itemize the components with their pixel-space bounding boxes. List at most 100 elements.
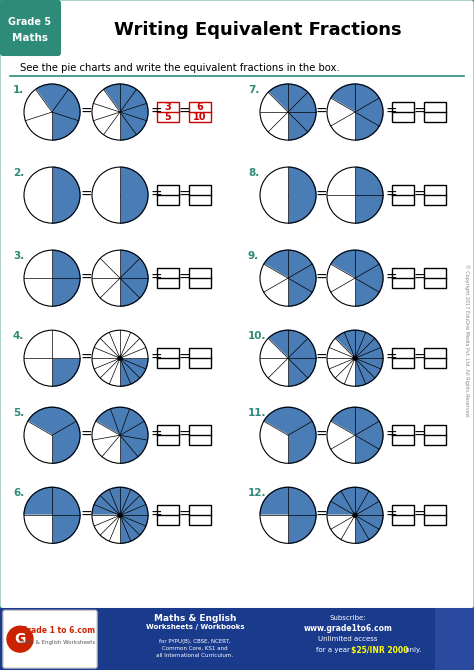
Polygon shape	[92, 358, 120, 369]
Bar	[189, 185, 211, 205]
Bar	[424, 505, 446, 525]
Text: 8.: 8.	[248, 168, 259, 178]
Circle shape	[327, 487, 383, 543]
Text: =: =	[413, 428, 425, 442]
Polygon shape	[341, 515, 355, 543]
Polygon shape	[24, 421, 52, 463]
Text: Writing Equivalent Fractions: Writing Equivalent Fractions	[114, 21, 402, 39]
FancyBboxPatch shape	[0, 0, 474, 609]
Polygon shape	[24, 250, 52, 278]
Text: =: =	[316, 509, 328, 523]
Polygon shape	[355, 358, 381, 378]
Polygon shape	[120, 421, 148, 440]
Circle shape	[92, 84, 148, 140]
Polygon shape	[264, 278, 288, 306]
Polygon shape	[327, 515, 355, 529]
Polygon shape	[355, 278, 379, 306]
Polygon shape	[288, 250, 312, 278]
Polygon shape	[288, 112, 316, 132]
Circle shape	[118, 513, 122, 517]
Polygon shape	[268, 84, 288, 112]
Circle shape	[24, 330, 80, 386]
Text: =: =	[385, 271, 397, 285]
Polygon shape	[120, 489, 140, 515]
Circle shape	[327, 84, 383, 140]
Text: 7.: 7.	[248, 85, 259, 95]
Polygon shape	[94, 515, 120, 535]
Polygon shape	[264, 407, 312, 436]
Polygon shape	[355, 358, 366, 386]
Bar	[392, 425, 414, 446]
Text: =: =	[178, 105, 190, 119]
Polygon shape	[355, 491, 379, 515]
Polygon shape	[120, 505, 148, 515]
Polygon shape	[92, 436, 120, 457]
Polygon shape	[120, 167, 148, 223]
Text: =: =	[316, 271, 328, 285]
Polygon shape	[288, 487, 316, 515]
Polygon shape	[355, 515, 379, 539]
Polygon shape	[92, 103, 120, 121]
Polygon shape	[341, 487, 355, 515]
Polygon shape	[120, 103, 148, 121]
Polygon shape	[24, 487, 52, 515]
Polygon shape	[120, 515, 146, 535]
Polygon shape	[120, 515, 131, 543]
Polygon shape	[52, 487, 80, 515]
Circle shape	[327, 167, 383, 223]
Text: =: =	[80, 351, 92, 365]
Text: Unlimited access: Unlimited access	[318, 636, 378, 642]
Polygon shape	[355, 358, 375, 384]
Polygon shape	[92, 505, 120, 515]
Polygon shape	[355, 84, 379, 112]
Polygon shape	[260, 421, 288, 463]
Text: =: =	[178, 428, 190, 442]
Polygon shape	[288, 338, 316, 358]
Polygon shape	[120, 358, 131, 386]
Circle shape	[118, 356, 122, 360]
Text: =: =	[316, 428, 328, 442]
Polygon shape	[355, 421, 383, 450]
Bar	[424, 185, 446, 205]
Polygon shape	[355, 167, 383, 195]
Polygon shape	[355, 98, 383, 126]
Polygon shape	[100, 515, 120, 541]
Polygon shape	[109, 515, 120, 543]
Polygon shape	[120, 436, 147, 457]
Text: Maths: Maths	[12, 33, 48, 43]
Polygon shape	[120, 250, 140, 278]
Text: =: =	[385, 188, 397, 202]
Polygon shape	[260, 92, 288, 112]
Polygon shape	[355, 501, 383, 515]
Polygon shape	[260, 264, 288, 292]
Circle shape	[92, 407, 148, 463]
Bar	[157, 425, 179, 446]
Polygon shape	[120, 330, 131, 358]
Polygon shape	[28, 407, 76, 436]
Text: =: =	[178, 509, 190, 523]
Text: =: =	[150, 188, 162, 202]
Polygon shape	[288, 167, 316, 223]
Polygon shape	[260, 167, 288, 223]
Polygon shape	[355, 407, 379, 436]
Circle shape	[24, 167, 80, 223]
Polygon shape	[92, 421, 120, 440]
Bar	[392, 185, 414, 205]
Polygon shape	[288, 278, 312, 306]
Polygon shape	[120, 358, 140, 384]
Polygon shape	[120, 278, 148, 298]
Polygon shape	[327, 195, 355, 223]
Circle shape	[353, 356, 357, 360]
Text: =: =	[80, 188, 92, 202]
Text: Grade 1 to 6.com: Grade 1 to 6.com	[21, 626, 95, 634]
Polygon shape	[94, 338, 120, 358]
Polygon shape	[103, 112, 120, 140]
Polygon shape	[120, 84, 137, 112]
Text: =: =	[80, 105, 92, 119]
Polygon shape	[120, 515, 148, 526]
Circle shape	[92, 330, 148, 386]
Polygon shape	[120, 332, 140, 358]
Polygon shape	[331, 515, 355, 539]
Polygon shape	[92, 278, 120, 298]
Text: 1.: 1.	[13, 85, 24, 95]
